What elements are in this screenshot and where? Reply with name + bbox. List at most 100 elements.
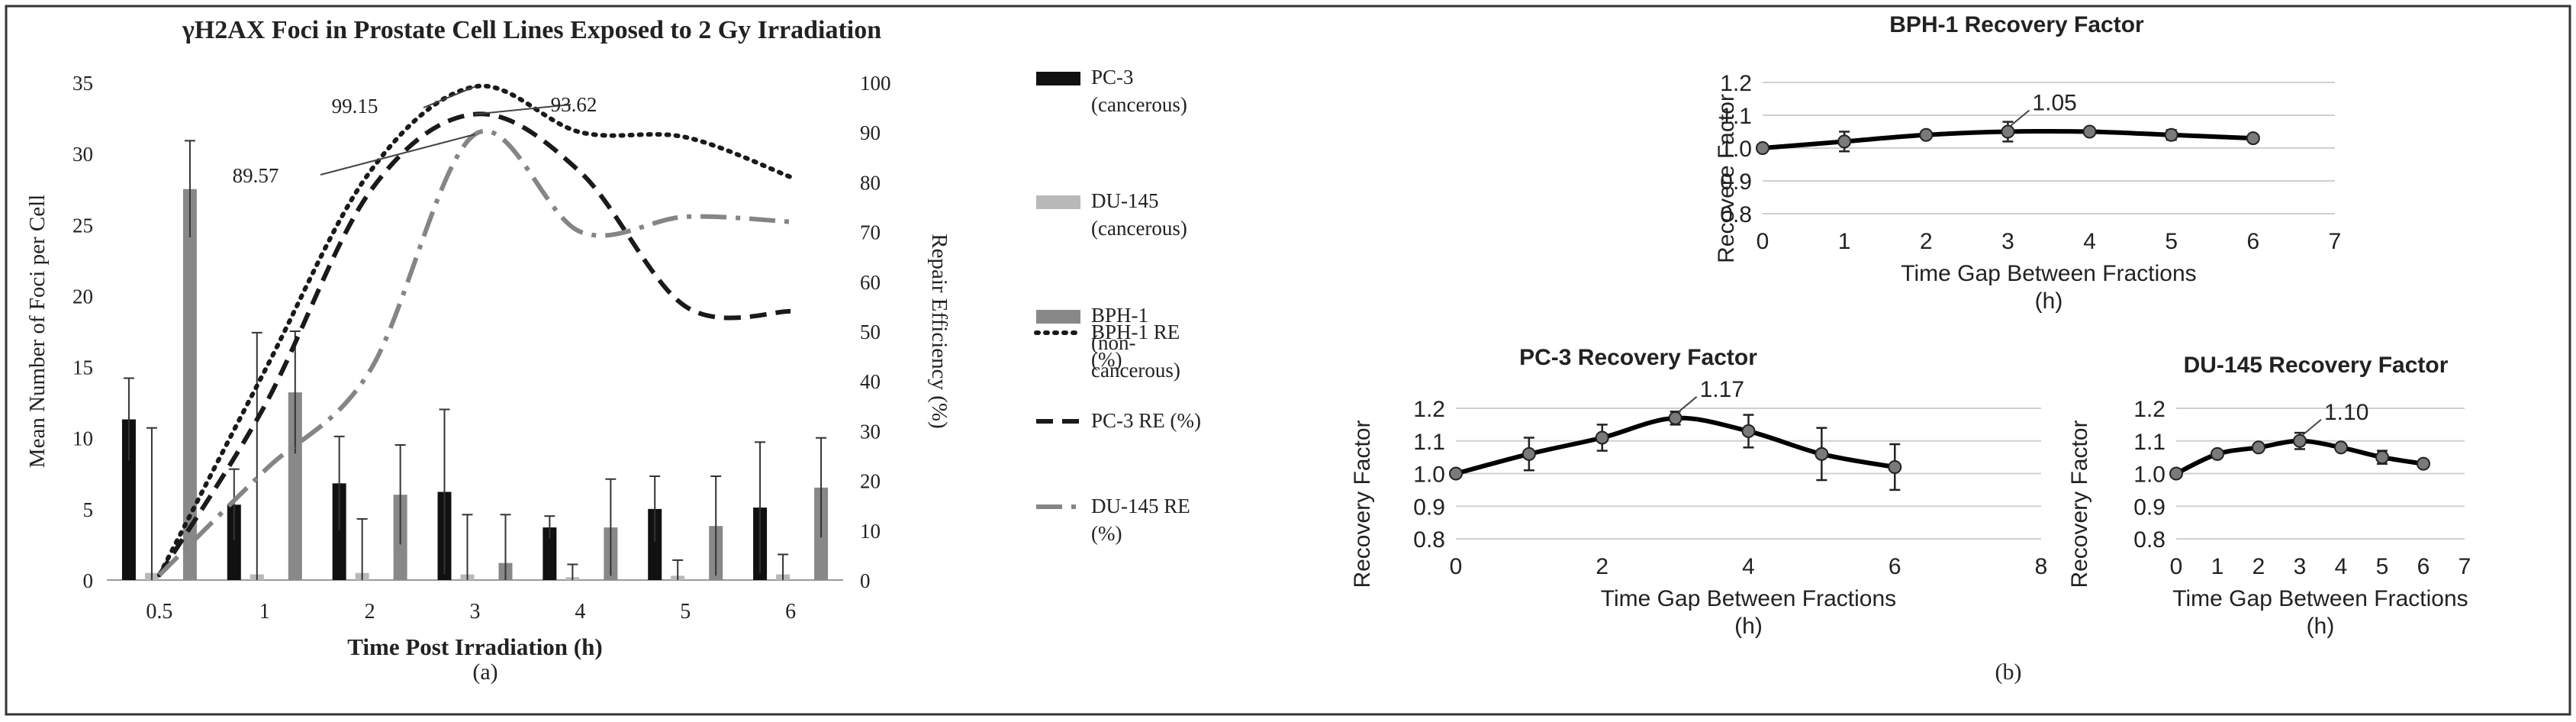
rf-x-tick-label: 1	[2211, 554, 2224, 579]
figure-border	[5, 5, 2571, 716]
legend-label: (cancerous)	[1091, 93, 1187, 116]
rf-y-axis-title: Recovery Factor	[2067, 420, 2092, 588]
rf-marker	[2082, 124, 2097, 139]
y2-tick-label: 40	[860, 370, 881, 393]
rf-x-tick-label: 4	[1742, 554, 1755, 579]
y-tick-label: 5	[83, 498, 94, 521]
bar-pc3	[648, 508, 662, 580]
rf-marker	[1668, 411, 1682, 425]
legend-label: PC-3 RE (%)	[1091, 409, 1201, 432]
rf-marker	[1741, 424, 1756, 438]
legend-label: (cancerous)	[1091, 217, 1187, 240]
re-line-dashed	[157, 111, 791, 577]
annotation-leader	[423, 85, 475, 108]
rf-x-tick-label: 2	[2252, 554, 2265, 579]
rf-x-tick-label: 0	[1450, 554, 1463, 579]
rf-x-axis-title: (h)	[2307, 614, 2335, 639]
rf-x-tick-label: 7	[2329, 229, 2342, 254]
rf-y-tick-label: 0.8	[1413, 527, 1445, 553]
rf-y-tick-label: 0.9	[2133, 495, 2165, 520]
y2-tick-label: 20	[860, 470, 881, 493]
rf-y-axis-title: Recovere Factor	[1714, 94, 1739, 263]
rf-x-axis-title: Time Gap Between Fractions	[2172, 586, 2468, 611]
legend-label: cancerous)	[1091, 359, 1180, 382]
rf-marker	[2252, 440, 2265, 455]
rf-marker	[2334, 440, 2348, 455]
rf-x-tick-label: 3	[2001, 229, 2014, 254]
rf-x-axis-title: Time Gap Between Fractions	[1601, 586, 1896, 611]
rf-x-tick-label: 4	[2335, 554, 2348, 579]
y2-tick-label: 80	[860, 171, 881, 194]
legend-label: DU-145	[1091, 189, 1159, 212]
bar-bph1	[288, 392, 302, 580]
bar-pc3	[121, 419, 136, 580]
rf-marker	[1814, 446, 1829, 461]
re-line-dashdot	[157, 129, 791, 577]
rf-y-tick-label: 1.0	[1720, 137, 1752, 162]
rf-x-tick-label: 1	[1838, 229, 1851, 254]
annotation-label: 89.57	[233, 164, 279, 187]
rf-x-tick-label: 0	[1757, 229, 1769, 254]
legend-swatch-bph1	[1036, 310, 1080, 324]
y-tick-label: 35	[72, 72, 93, 95]
x-tick-label: 4	[575, 600, 585, 624]
rf-chart-title: PC-3 Recovery Factor	[1519, 345, 1757, 370]
rf-x-axis-title: Time Gap Between Fractions	[1901, 261, 2196, 286]
rf-marker	[2417, 456, 2430, 471]
rf-x-tick-label: 5	[2165, 229, 2178, 254]
re-line-dotted	[156, 83, 794, 578]
rf-peak-label: 1.17	[1700, 377, 1744, 402]
legend-label: PC-3	[1091, 66, 1134, 89]
rf-y-tick-label: 1.0	[1413, 463, 1445, 488]
rf-marker	[1756, 141, 1769, 155]
y2-tick-label: 70	[860, 221, 881, 244]
rf-y-tick-label: 1.1	[2133, 430, 2165, 455]
rf-y-tick-label: 0.8	[2133, 527, 2165, 553]
rf-chart-title: DU-145 Recovery Factor	[2184, 353, 2449, 378]
rf-x-axis-title: (h)	[1734, 614, 1763, 639]
bar-bph1	[182, 189, 197, 580]
bph1-recovery-chart: BPH-1 Recovery Factor 0.8 0.9 1.0 1.1 1.2 0 1 2 3…	[1714, 12, 2341, 314]
y-axis-title: Mean Number of Foci per Cell	[25, 195, 50, 468]
rf-marker	[2211, 446, 2224, 461]
legend-label: BPH-1	[1091, 304, 1148, 327]
du145-recovery-chart: DU-145 Recovery Factor 0.8 0.9 1.0 1.1 1.2 0 1 2…	[2067, 353, 2471, 639]
rf-x-tick-label: 2	[1920, 229, 1933, 254]
y2-axis-title: Repair Efficiency (%)	[927, 234, 952, 429]
rf-y-tick-label: 1.2	[2133, 397, 2165, 422]
y2-tick-label: 0	[860, 569, 871, 592]
foci-chart: γH2AX Foci in Prostate Cell Lines Expose…	[25, 16, 1201, 660]
rf-y-tick-label: 0.9	[1413, 495, 1445, 520]
pc3-recovery-chart: PC-3 Recovery Factor 0.8 0.9 1.0 1.1 1.2 0 2 4 6 8…	[1350, 345, 2047, 639]
chart-title: γH2AX Foci in Prostate Cell Lines Expose…	[182, 16, 881, 44]
x-tick-label: 0.5	[146, 600, 172, 624]
x-tick-label: 5	[680, 600, 691, 624]
rf-y-tick-label: 1.1	[1413, 430, 1445, 455]
legend-label: DU-145 RE	[1091, 495, 1190, 517]
x-tick-label: 1	[259, 600, 270, 624]
rf-chart-title: BPH-1 Recovery Factor	[1889, 12, 2144, 37]
rf-x-tick-label: 5	[2376, 554, 2389, 579]
y2-tick-label: 100	[860, 72, 891, 95]
rf-x-tick-label: 6	[1889, 554, 1901, 579]
rf-x-tick-label: 0	[2170, 554, 2183, 579]
x-tick-label: 6	[785, 600, 796, 624]
x-axis-title: Time Post Irradiation (h)	[347, 633, 602, 660]
rf-y-tick-label: 1.2	[1413, 397, 1445, 422]
x-tick-label: 3	[470, 600, 481, 624]
y-tick-label: 25	[72, 214, 93, 237]
rf-x-tick-label: 7	[2458, 554, 2471, 579]
rf-y-tick-label: 1.2	[1720, 71, 1752, 96]
rf-marker	[1919, 127, 1934, 142]
rf-y-tick-label: 0.9	[1720, 169, 1752, 195]
rf-x-tick-label: 2	[1596, 554, 1608, 579]
rf-x-tick-label: 4	[2083, 229, 2096, 254]
y2-tick-label: 50	[860, 321, 881, 343]
legend-label: (%)	[1091, 522, 1122, 545]
rf-marker	[2001, 124, 2015, 139]
rf-y-tick-label: 1.0	[2133, 463, 2165, 488]
bar-pc3	[332, 483, 346, 580]
rf-marker	[1837, 134, 1852, 149]
rf-y-tick-label: 0.8	[1720, 202, 1752, 227]
